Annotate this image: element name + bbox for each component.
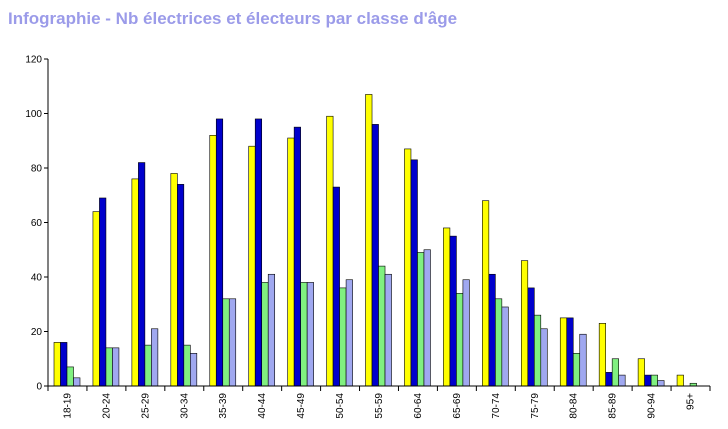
bar-20-24-series-3	[105, 347, 113, 387]
bar-35-39-series-4	[228, 298, 237, 387]
bar-25-29-series-1	[131, 178, 139, 387]
bar-60-64-series-2	[410, 159, 418, 387]
bar-18-19-series-3	[66, 366, 74, 387]
x-tick-label: 40-44	[257, 393, 268, 419]
bar-30-34-series-4	[190, 352, 198, 387]
bar-90-94-series-1	[637, 358, 645, 387]
bar-70-74-series-1	[482, 200, 490, 387]
bar-45-49-series-1	[287, 137, 295, 387]
x-tick-label: 25-29	[140, 393, 151, 419]
axes-group: 0 20 40 60 80 100 120 18-19 20-24 25-29 30-34 35-39…	[25, 55, 711, 419]
bar-65-69-series-2	[449, 235, 457, 387]
bar-20-24-series-1	[92, 211, 100, 387]
y-tick-label: 40	[31, 273, 43, 284]
bar-70-74-series-3	[495, 298, 503, 387]
y-tick-label: 0	[36, 382, 42, 393]
bar-30-34-series-3	[183, 344, 191, 387]
x-tick-label: 65-69	[452, 393, 463, 419]
bar-30-34-series-1	[170, 173, 178, 387]
bar-65-69-series-4	[462, 279, 470, 387]
bar-85-89-series-3	[611, 358, 619, 387]
x-tick-label: 75-79	[530, 393, 541, 419]
bars-group	[53, 94, 697, 387]
bar-40-44-series-4	[267, 273, 276, 387]
bar-70-74-series-4	[501, 306, 509, 387]
bar-30-34-series-2	[177, 184, 185, 387]
bar-75-79-series-1	[520, 260, 529, 387]
bar-85-89-series-4	[618, 374, 626, 387]
y-tick-label: 80	[31, 164, 43, 175]
bar-40-44-series-1	[248, 145, 256, 387]
bar-60-64-series-4	[423, 249, 431, 387]
x-tick-label: 85-89	[608, 393, 619, 419]
bar-18-19-series-4	[73, 377, 81, 387]
bar-85-89-series-2	[605, 372, 613, 387]
bar-80-84-series-2	[566, 317, 574, 387]
bar-50-54-series-2	[332, 186, 340, 387]
bar-25-29-series-4	[151, 328, 159, 387]
bar-70-74-series-2	[488, 273, 496, 387]
bar-45-49-series-4	[306, 282, 314, 387]
bar-55-59-series-4	[384, 273, 392, 387]
bar-40-44-series-3	[261, 282, 269, 387]
bar-90-94-series-3	[650, 374, 658, 387]
bar-75-79-series-3	[533, 314, 542, 387]
bar-90-94-series-4	[657, 380, 665, 387]
bar-40-44-series-2	[254, 118, 263, 387]
bar-60-64-series-3	[417, 252, 425, 387]
x-tick-label: 20-24	[101, 393, 112, 419]
bar-50-54-series-1	[326, 115, 334, 387]
bar-35-39-series-2	[215, 118, 224, 387]
bar-18-19-series-2	[60, 342, 68, 387]
y-tick-label: 120	[25, 55, 42, 66]
bar-75-79-series-4	[540, 328, 548, 387]
bar-18-19-series-1	[53, 342, 61, 387]
x-tick-label: 90-94	[647, 393, 658, 419]
bar-80-84-series-1	[559, 317, 568, 387]
bar-60-64-series-1	[404, 148, 412, 387]
x-tick-label: 60-64	[413, 393, 424, 419]
x-tick-label: 45-49	[296, 393, 307, 419]
bar-55-59-series-3	[378, 265, 386, 387]
bar-55-59-series-1	[365, 94, 373, 387]
bar-25-29-series-2	[138, 162, 146, 387]
x-tick-label: 30-34	[179, 393, 190, 419]
bar-80-84-series-4	[579, 333, 587, 387]
bar-55-59-series-2	[371, 124, 379, 387]
x-tick-label: 18-19	[62, 393, 73, 419]
bar-80-84-series-3	[572, 352, 581, 387]
x-tick-label: 35-39	[218, 393, 229, 419]
bar-20-24-series-4	[112, 347, 120, 387]
bar-50-54-series-3	[339, 287, 347, 387]
x-tick-label: 80-84	[569, 393, 580, 419]
bar-45-49-series-2	[293, 126, 301, 387]
bar-65-69-series-1	[443, 227, 451, 387]
bar-35-39-series-3	[222, 298, 230, 387]
y-tick-label: 100	[25, 109, 42, 120]
y-tick-label: 20	[31, 327, 43, 338]
bar-45-49-series-3	[300, 282, 308, 387]
chart-title: Infographie - Nb électrices et électeurs…	[8, 9, 458, 28]
x-tick-label: 50-54	[335, 393, 346, 419]
bar-95+-series-1	[676, 374, 684, 387]
x-tick-label: 55-59	[374, 393, 385, 419]
bar-65-69-series-3	[456, 293, 464, 387]
bar-90-94-series-2	[644, 374, 652, 387]
y-tick-label: 60	[31, 218, 43, 229]
bar-20-24-series-2	[99, 197, 107, 387]
bar-25-29-series-3	[144, 344, 152, 387]
bar-75-79-series-2	[527, 287, 535, 387]
x-tick-label: 70-74	[491, 393, 502, 419]
x-tick-label: 95+	[686, 393, 697, 410]
bar-35-39-series-1	[209, 135, 217, 387]
bar-50-54-series-4	[345, 279, 353, 387]
bar-85-89-series-1	[598, 323, 606, 387]
